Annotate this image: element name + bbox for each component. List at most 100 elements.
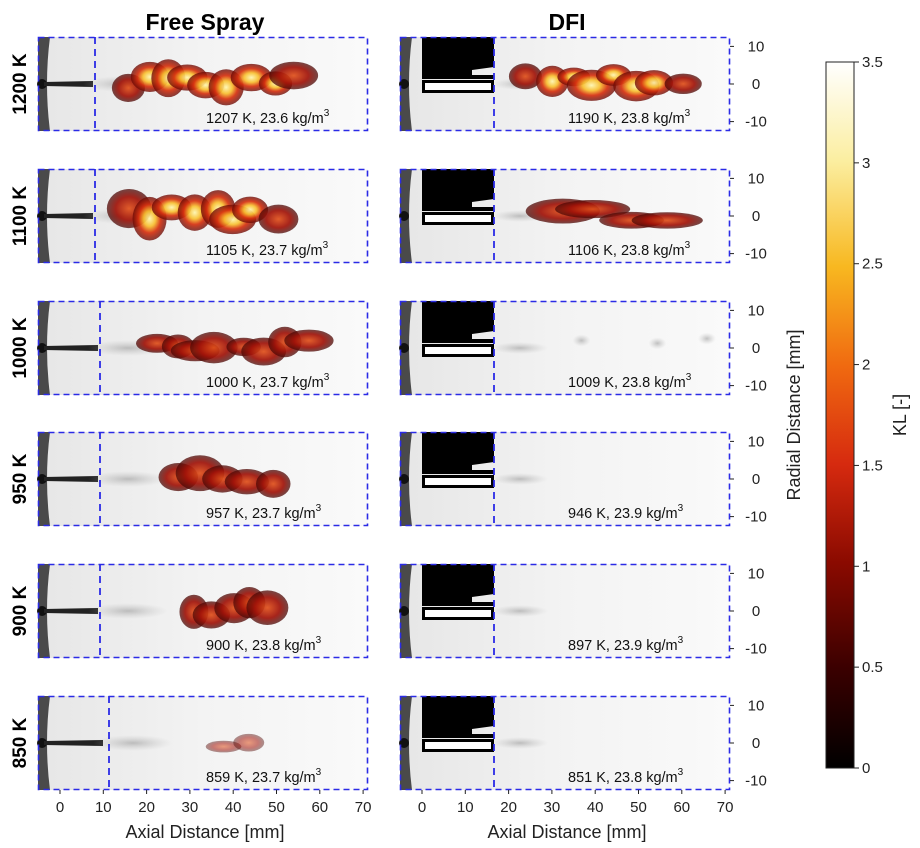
x-tick-label: 30: [182, 799, 199, 816]
duct-tube: [425, 215, 491, 222]
duct-mount: [422, 696, 494, 738]
free-spray-panel-3: 1000 K, 23.7 kg/m3: [37, 300, 369, 396]
panel-frame: [37, 36, 369, 132]
vapor-haze: [492, 473, 548, 485]
x-tick-label: 60: [311, 799, 328, 816]
colorbar-tick-label: 1.5: [862, 457, 883, 474]
vapor-haze: [93, 735, 173, 751]
y-tick-label: 10: [748, 170, 765, 187]
vapor-haze: [88, 471, 168, 487]
condition-label: 851 K, 23.8 kg/m3: [568, 767, 684, 786]
x-tick-label: 40: [587, 799, 604, 816]
colorbar: [825, 61, 855, 769]
panel-frame: [37, 695, 369, 791]
faint-soot: [697, 332, 716, 345]
soot-cloud: [258, 204, 299, 234]
soot-cloud: [246, 590, 289, 625]
duct-tube: [425, 742, 491, 749]
nozzle-tip: [37, 738, 47, 748]
y-tick-label: 10: [748, 565, 765, 582]
soot-cloud: [631, 212, 703, 229]
liquid-jet: [44, 345, 98, 351]
panel-frame: [37, 431, 369, 527]
liquid-jet: [44, 213, 93, 219]
free-spray-panel-4: 957 K, 23.7 kg/m3: [37, 431, 369, 527]
duct-mount: [422, 169, 494, 211]
panel-frame: [399, 695, 731, 791]
nozzle-tip: [37, 606, 47, 616]
soot-cloud: [634, 70, 674, 96]
x-tick-label: 20: [138, 799, 155, 816]
y-tick-label: 0: [752, 208, 760, 225]
x-tick-label: 20: [500, 799, 517, 816]
colorbar-tick-label: 0: [862, 760, 870, 777]
panel-frame: [399, 431, 731, 527]
dfi-panel-5: 897 K, 23.9 kg/m3: [399, 563, 731, 659]
y-tick-label: 10: [748, 433, 765, 450]
liquid-jet: [44, 476, 98, 482]
condition-label: 1190 K, 23.8 kg/m3: [568, 108, 691, 127]
condition-label: 1105 K, 23.7 kg/m3: [206, 240, 329, 259]
x-tick-label: 30: [544, 799, 561, 816]
panel-frame: [399, 36, 731, 132]
x-tick-label: 40: [225, 799, 242, 816]
soot-cloud: [555, 200, 631, 219]
row-label-1: 1200 K: [10, 53, 31, 115]
vapor-haze: [492, 605, 548, 617]
panel-frame: [399, 300, 731, 396]
soot-cloud: [255, 469, 291, 498]
liquid-jet: [44, 608, 98, 614]
soot-cloud: [284, 329, 334, 352]
duct-mount: [422, 37, 494, 79]
duct-mount: [422, 564, 494, 606]
y-tick-label: -10: [745, 773, 767, 790]
vapor-haze: [492, 342, 548, 354]
duct-mount: [422, 301, 494, 343]
col-title-dfi: DFI: [548, 9, 585, 35]
nozzle-tip: [399, 738, 409, 748]
row-label-4: 950 K: [10, 453, 31, 504]
y-axis-label: Radial Distance [mm]: [784, 329, 804, 500]
x-tick-label: 0: [418, 799, 426, 816]
condition-label: 900 K, 23.8 kg/m3: [206, 635, 322, 654]
x-axis-label-free: Axial Distance [mm]: [125, 822, 284, 842]
x-tick-label: 10: [457, 799, 474, 816]
colorbar-tick-label: 1: [862, 558, 870, 575]
y-tick-label: 10: [748, 697, 765, 714]
y-tick-label: -10: [745, 641, 767, 658]
duct-tube: [425, 347, 491, 354]
soot-cloud: [190, 331, 238, 364]
panel-frame: [37, 300, 369, 396]
row-label-6: 850 K: [10, 717, 31, 768]
condition-label: 1106 K, 23.8 kg/m3: [568, 240, 691, 259]
y-tick-label: -10: [745, 114, 767, 131]
dfi-panel-6: 851 K, 23.8 kg/m3: [399, 695, 731, 791]
colorbar-label: KL [-]: [890, 394, 910, 436]
dfi-panel-3: 1009 K, 23.8 kg/m3: [399, 300, 731, 396]
x-tick-label: 60: [673, 799, 690, 816]
nozzle-tip: [37, 79, 47, 89]
condition-label: 1009 K, 23.8 kg/m3: [568, 372, 692, 391]
panel-frame: [399, 168, 731, 264]
x-tick-label: 70: [717, 799, 734, 816]
nozzle-tip: [399, 79, 409, 89]
soot-cloud: [233, 733, 265, 752]
colorbar-tick-label: 0.5: [862, 659, 883, 676]
y-tick-label: 10: [748, 38, 765, 55]
liquid-jet: [44, 740, 103, 746]
soot-cloud: [664, 73, 702, 94]
dfi-panel-2: 1106 K, 23.8 kg/m3: [399, 168, 731, 264]
y-tick-label: 0: [752, 471, 760, 488]
free-spray-panel-5: 900 K, 23.8 kg/m3: [37, 563, 369, 659]
x-tick-label: 50: [630, 799, 647, 816]
vapor-haze: [88, 603, 168, 619]
nozzle-tip: [399, 211, 409, 221]
x-tick-label: 50: [268, 799, 285, 816]
colorbar-tick-label: 3: [862, 155, 870, 172]
liquid-jet: [44, 81, 93, 87]
x-tick-label: 70: [355, 799, 372, 816]
faint-soot: [648, 337, 667, 350]
nozzle-tip: [37, 474, 47, 484]
y-tick-label: 0: [752, 603, 760, 620]
